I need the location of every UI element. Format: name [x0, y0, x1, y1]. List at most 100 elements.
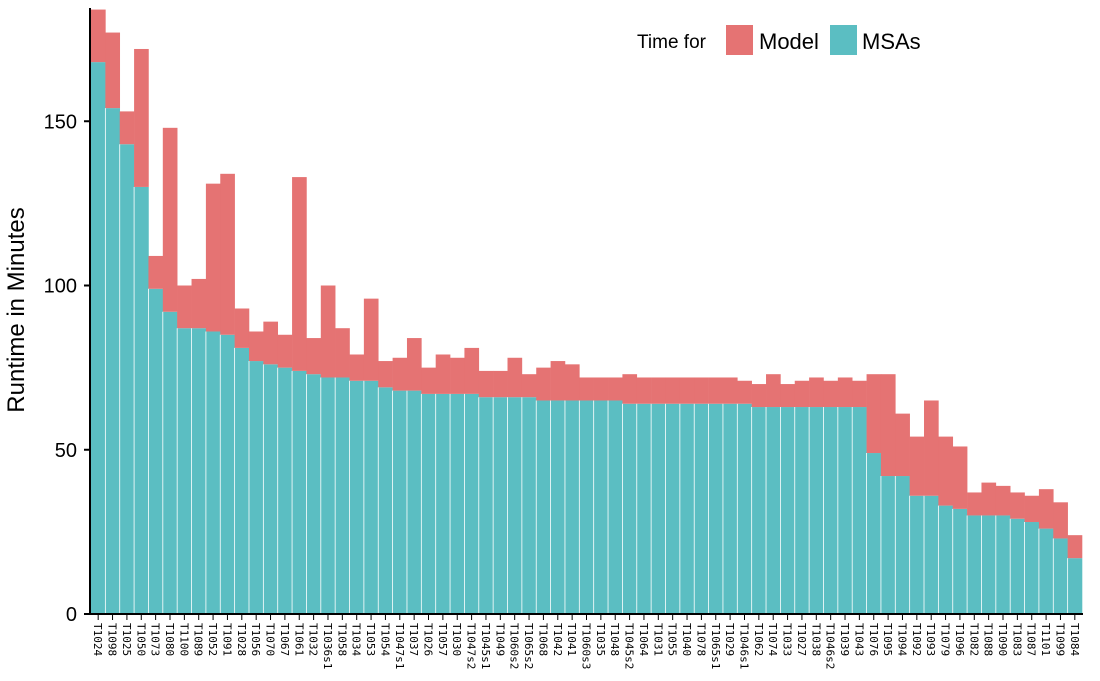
- bar-model-T1101: [1038, 489, 1054, 529]
- bar-msas-T1045s2: [622, 403, 638, 614]
- bar-msas-T1062: [751, 407, 767, 614]
- bar-msas-T1046s1: [737, 403, 752, 614]
- x-tick-label-T1082: T1082: [967, 623, 980, 656]
- bar-msas-T1043: [852, 407, 867, 614]
- bar-model-T1024: [91, 9, 106, 63]
- x-tick-label-T1055: T1055: [666, 623, 679, 656]
- bar-model-T1036s1: [320, 285, 336, 378]
- bar-model-T1045s2: [622, 374, 638, 404]
- x-tick-label-T1024: T1024: [91, 623, 104, 656]
- x-tick-label-T1096: T1096: [953, 623, 966, 656]
- x-tick-label-T1030: T1030: [450, 623, 463, 656]
- x-tick-label-T1101: T1101: [1039, 623, 1052, 656]
- bar-model-T1047s2: [464, 347, 480, 394]
- x-tick-label-T1046s2: T1046s2: [824, 623, 837, 669]
- bar-model-T1060s2: [507, 357, 523, 398]
- x-tick-label-T1031: T1031: [651, 623, 664, 656]
- bar-model-T1074: [766, 374, 781, 408]
- x-tick-label-T1060s3: T1060s3: [580, 623, 593, 669]
- bar-model-T1060s3: [579, 377, 594, 401]
- bar-model-T1052: [205, 183, 221, 332]
- bar-msas-T1052: [205, 331, 221, 614]
- x-tick-label-T1091: T1091: [220, 623, 233, 656]
- x-tick-label-T1037: T1037: [407, 623, 420, 656]
- bar-model-T1043: [852, 380, 867, 408]
- bar-msas-T1037: [406, 390, 422, 614]
- bar-model-T1031: [651, 377, 666, 404]
- bar-msas-T1078: [694, 403, 709, 614]
- bar-model-T1098: [105, 32, 121, 109]
- bar-msas-T1031: [651, 403, 666, 614]
- bar-model-T1073: [148, 255, 164, 289]
- x-tick-label-T1084: T1084: [1068, 623, 1081, 656]
- bar-msas-T1100: [177, 328, 192, 614]
- y-ticks-group: 0 50 100 150: [44, 111, 90, 626]
- x-tick-label-T1098: T1098: [106, 623, 119, 656]
- x-tick-label-T1045s2: T1045s2: [623, 623, 636, 669]
- y-tick-label-0: 0: [66, 604, 77, 626]
- bar-msas-T1098: [105, 108, 121, 615]
- x-tick-label-T1046s1: T1046s1: [737, 623, 750, 669]
- x-tick-label-T1038: T1038: [809, 623, 822, 656]
- bar-model-T1100: [177, 285, 192, 329]
- bar-msas-T1056: [248, 361, 264, 614]
- x-tick-label-T1065s1: T1065s1: [709, 623, 722, 669]
- x-tick-label-T1087: T1087: [1025, 623, 1038, 656]
- bar-msas-T1026: [421, 393, 436, 614]
- bar-model-T1079: [938, 436, 954, 506]
- bar-model-T1058: [335, 328, 350, 378]
- x-tick-label-T1100: T1100: [177, 623, 190, 656]
- bar-msas-T1046s2: [823, 407, 839, 614]
- bar-msas-T1027: [794, 407, 810, 614]
- bar-model-T1089: [191, 278, 207, 329]
- x-tick-label-T1039: T1039: [838, 623, 851, 656]
- bar-model-T1034: [349, 354, 365, 381]
- bar-model-T1048: [608, 377, 623, 401]
- x-tick-label-T1035: T1035: [594, 623, 607, 656]
- bar-model-T1041: [564, 364, 580, 401]
- bar-model-T1030: [450, 357, 465, 394]
- bar-msas-T1067: [277, 367, 293, 615]
- legend: Time for Model MSAs: [637, 25, 921, 55]
- bar-msas-T1025: [119, 144, 135, 614]
- bar-model-T1082: [967, 492, 982, 516]
- bar-msas-T1095: [880, 476, 896, 614]
- bar-msas-T1092: [909, 495, 925, 614]
- bar-msas-T1054: [378, 387, 393, 614]
- bar-model-T1096: [952, 446, 968, 509]
- x-tick-label-T1036s1: T1036s1: [321, 623, 334, 669]
- bar-model-T1056: [248, 331, 264, 362]
- bar-msas-T1024: [91, 62, 106, 615]
- x-tick-label-T1074: T1074: [766, 623, 779, 656]
- bar-msas-T1065s1: [708, 403, 724, 614]
- bar-model-T1099: [1053, 502, 1068, 539]
- bar-model-T1084: [1067, 535, 1083, 559]
- bar-model-T1091: [220, 173, 235, 335]
- bar-model-T1054: [378, 361, 393, 388]
- bar-model-T1092: [909, 436, 925, 496]
- bar-msas-T1082: [967, 515, 982, 614]
- x-tick-label-T1093: T1093: [924, 623, 937, 656]
- bar-msas-T1058: [335, 377, 350, 614]
- legend-title: Time for: [637, 32, 707, 53]
- bar-model-T1042: [550, 361, 566, 401]
- bar-model-T1062: [751, 384, 767, 408]
- x-tick-label-T1095: T1095: [881, 623, 894, 656]
- bar-msas-T1083: [1010, 518, 1025, 615]
- x-tick-label-T1094: T1094: [895, 623, 908, 656]
- bar-msas-T1093: [924, 495, 939, 614]
- x-tick-label-T1025: T1025: [120, 623, 133, 656]
- bar-msas-T1057: [435, 393, 451, 614]
- bar-model-T1035: [593, 377, 609, 401]
- x-tick-label-T1050: T1050: [134, 623, 147, 656]
- bar-model-T1061: [292, 177, 307, 371]
- bar-msas-T1040: [679, 403, 695, 614]
- legend-label-model: Model: [759, 29, 819, 54]
- bar-model-T1046s2: [823, 380, 839, 408]
- x-tick-label-T1056: T1056: [249, 623, 262, 656]
- bar-msas-T1101: [1038, 528, 1054, 614]
- x-tick-label-T1058: T1058: [335, 623, 348, 656]
- bar-model-T1047s1: [392, 357, 408, 391]
- bar-msas-T1090: [995, 515, 1011, 614]
